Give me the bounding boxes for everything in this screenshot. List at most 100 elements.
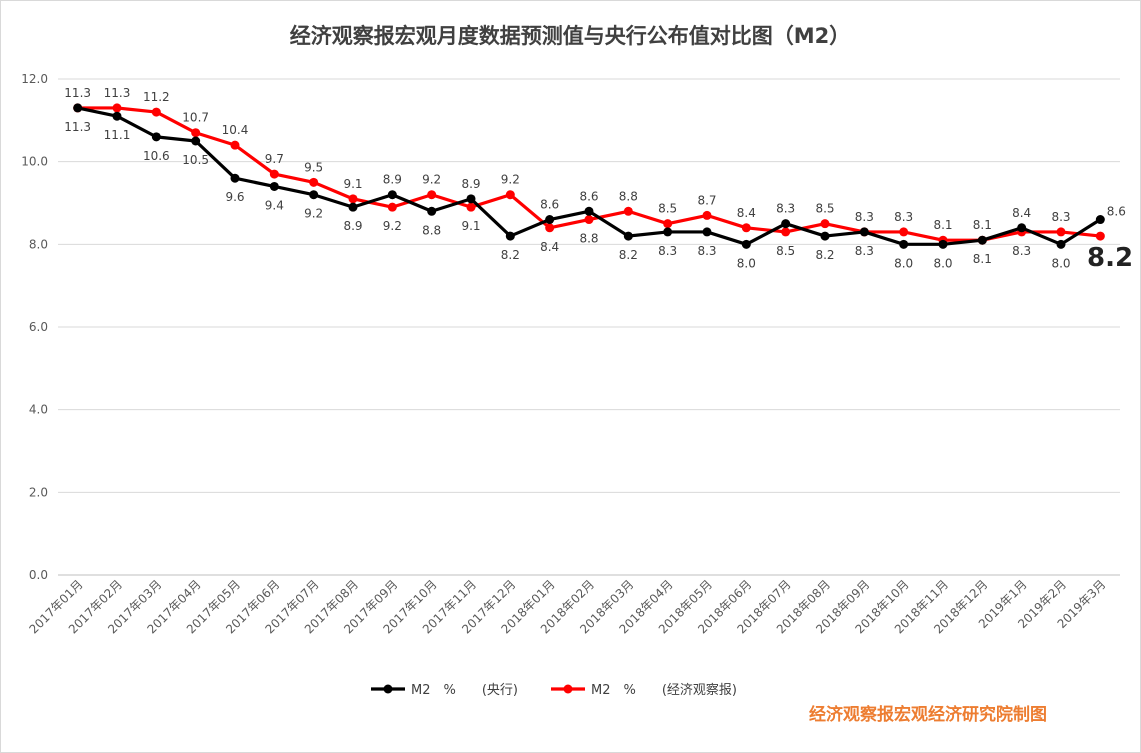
data-label: 8.1	[973, 252, 992, 266]
data-label: 10.7	[182, 111, 209, 125]
series-1-marker	[623, 206, 633, 216]
legend-swatch-marker	[563, 684, 573, 694]
data-label: 8.2	[501, 248, 520, 262]
data-label: 9.4	[265, 198, 284, 212]
y-tick-label: 2.0	[29, 485, 48, 499]
legend[interactable]: M2 % (央行) M2 % (经济观察报)	[371, 683, 737, 698]
series-0-marker	[741, 239, 751, 249]
data-label: 8.3	[855, 210, 874, 224]
series-1-marker	[269, 169, 279, 179]
series-1-marker	[151, 107, 161, 117]
y-tick-label: 8.0	[29, 237, 48, 251]
legend-swatch-marker	[383, 684, 393, 694]
latest-value-annotation: 8.2	[1087, 243, 1133, 273]
series-0-marker	[1017, 223, 1027, 233]
data-label: 10.6	[143, 149, 170, 163]
data-label: 8.5	[815, 202, 834, 216]
series-0-marker	[702, 227, 712, 237]
y-tick-label: 0.0	[29, 568, 48, 582]
series-0-marker	[269, 181, 279, 191]
series-0-marker	[191, 136, 201, 146]
data-label: 8.0	[933, 256, 952, 270]
y-tick-label: 6.0	[29, 320, 48, 334]
data-label: 8.7	[697, 193, 716, 207]
series-0-marker	[73, 103, 83, 113]
series-1-marker	[230, 140, 240, 150]
data-label: 9.6	[225, 190, 244, 204]
data-label: 8.2	[619, 248, 638, 262]
data-label: 10.4	[222, 123, 249, 137]
data-label: 8.1	[933, 218, 952, 232]
series-0-marker	[466, 194, 476, 204]
legend-item-0[interactable]: M2 % (央行)	[371, 683, 518, 698]
data-label: 9.2	[383, 219, 402, 233]
series-1-marker	[466, 202, 476, 212]
data-label: 9.5	[304, 160, 323, 174]
legend-item-1[interactable]: M2 % (经济观察报)	[551, 683, 737, 698]
data-label: 8.8	[619, 189, 638, 203]
series-1-marker	[387, 202, 397, 212]
series-1-marker	[702, 210, 712, 220]
series-0-marker	[151, 132, 161, 142]
data-label: 8.3	[1012, 244, 1031, 258]
data-label: 8.1	[973, 218, 992, 232]
data-label: 8.6	[579, 189, 598, 203]
series-0-marker	[781, 219, 791, 229]
legend-label: M2 % (央行)	[411, 683, 518, 698]
series-1-marker	[427, 190, 437, 200]
series-0-marker	[505, 231, 515, 241]
data-label: 8.3	[776, 202, 795, 216]
data-label: 8.0	[894, 256, 913, 270]
series-0-marker	[545, 215, 555, 225]
series-0-marker	[977, 235, 987, 245]
y-axis-tick-labels: 0.0 2.0 4.0 6.0 8.0 10.0 12.0	[21, 72, 48, 582]
data-label: 8.6	[540, 198, 559, 212]
data-label: 8.3	[697, 244, 716, 258]
data-label: 11.3	[64, 86, 91, 100]
data-label: 9.1	[461, 219, 480, 233]
data-label: 8.3	[1051, 210, 1070, 224]
series-0-marker	[938, 239, 948, 249]
series-1-marker	[1056, 227, 1066, 237]
series-0-marker	[859, 227, 869, 237]
data-label: 8.8	[579, 232, 598, 246]
series-0-marker	[584, 206, 594, 216]
data-label: 9.2	[422, 173, 441, 187]
data-label: 8.9	[383, 173, 402, 187]
series-0-marker	[1056, 239, 1066, 249]
series-1-marker	[191, 128, 201, 138]
series-1-marker	[112, 103, 122, 113]
y-tick-label: 10.0	[21, 155, 48, 169]
data-label: 11.1	[104, 128, 131, 142]
data-label: 8.5	[776, 244, 795, 258]
series-0-marker	[112, 111, 122, 121]
data-labels: 11.3 11.3 11.3 11.1 11.2 10.6 10.7 10.5 10.4 9.6 9…	[64, 86, 1126, 270]
series-0-marker	[348, 202, 358, 212]
data-label: 8.3	[894, 210, 913, 224]
series-0-marker	[1095, 215, 1105, 225]
data-label: 8.3	[658, 244, 677, 258]
series-1-marker	[545, 223, 555, 233]
data-label: 8.9	[461, 177, 480, 191]
series-lines	[73, 103, 1105, 249]
data-label: 8.9	[343, 219, 362, 233]
series-0-marker	[623, 231, 633, 241]
series-1-marker	[584, 215, 594, 225]
data-label: 10.5	[182, 153, 209, 167]
series-1-marker	[820, 219, 830, 229]
x-axis-tick-labels: 2017年01月2017年02月2017年03月2017年04月2017年05月…	[27, 577, 1109, 636]
y-tick-label: 4.0	[29, 403, 48, 417]
y-tick-label: 12.0	[21, 72, 48, 86]
series-1-marker	[899, 227, 909, 237]
data-label: 8.6	[1107, 205, 1126, 219]
series-0-marker	[387, 190, 397, 200]
series-0-marker	[899, 239, 909, 249]
data-label: 8.4	[1012, 206, 1031, 220]
data-label: 8.5	[658, 202, 677, 216]
credit-text: 经济观察报宏观经济研究院制图	[809, 705, 1047, 725]
data-label: 9.2	[501, 173, 520, 187]
data-label: 8.4	[737, 206, 756, 220]
legend-label: M2 % (经济观察报)	[591, 683, 737, 698]
data-label: 8.4	[540, 240, 559, 254]
